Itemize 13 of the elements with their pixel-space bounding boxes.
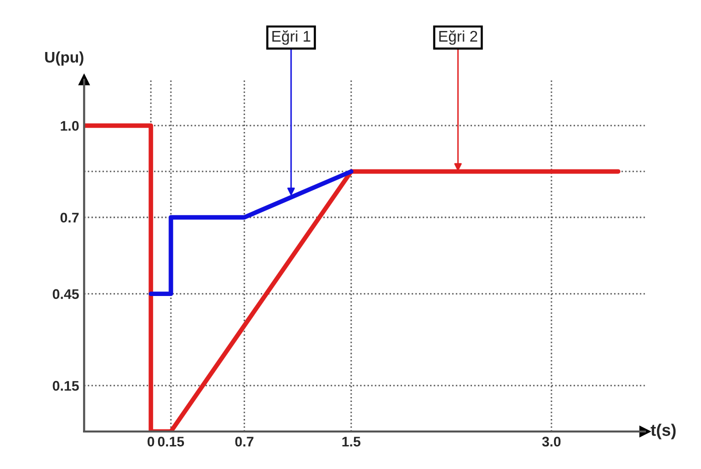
- x-tick-label: 0.15: [158, 436, 184, 447]
- y-tick-label: 1.0: [60, 120, 79, 131]
- y-tick-label: 0.45: [52, 289, 79, 300]
- y-tick-label: 0.15: [52, 380, 79, 391]
- y-tick-label: 0.7: [60, 212, 79, 223]
- annotation: Eğri 1: [272, 30, 310, 45]
- x-tick-label: 0: [148, 436, 154, 447]
- x-tick-label: 3.0: [542, 436, 561, 447]
- y-axis-title: U(pu): [45, 51, 84, 66]
- x-tick-label: 0.7: [235, 436, 254, 447]
- x-tick-label: 1.5: [342, 436, 360, 447]
- annotation: Eğri 2: [439, 30, 478, 45]
- x-axis-title: t(s): [650, 424, 676, 440]
